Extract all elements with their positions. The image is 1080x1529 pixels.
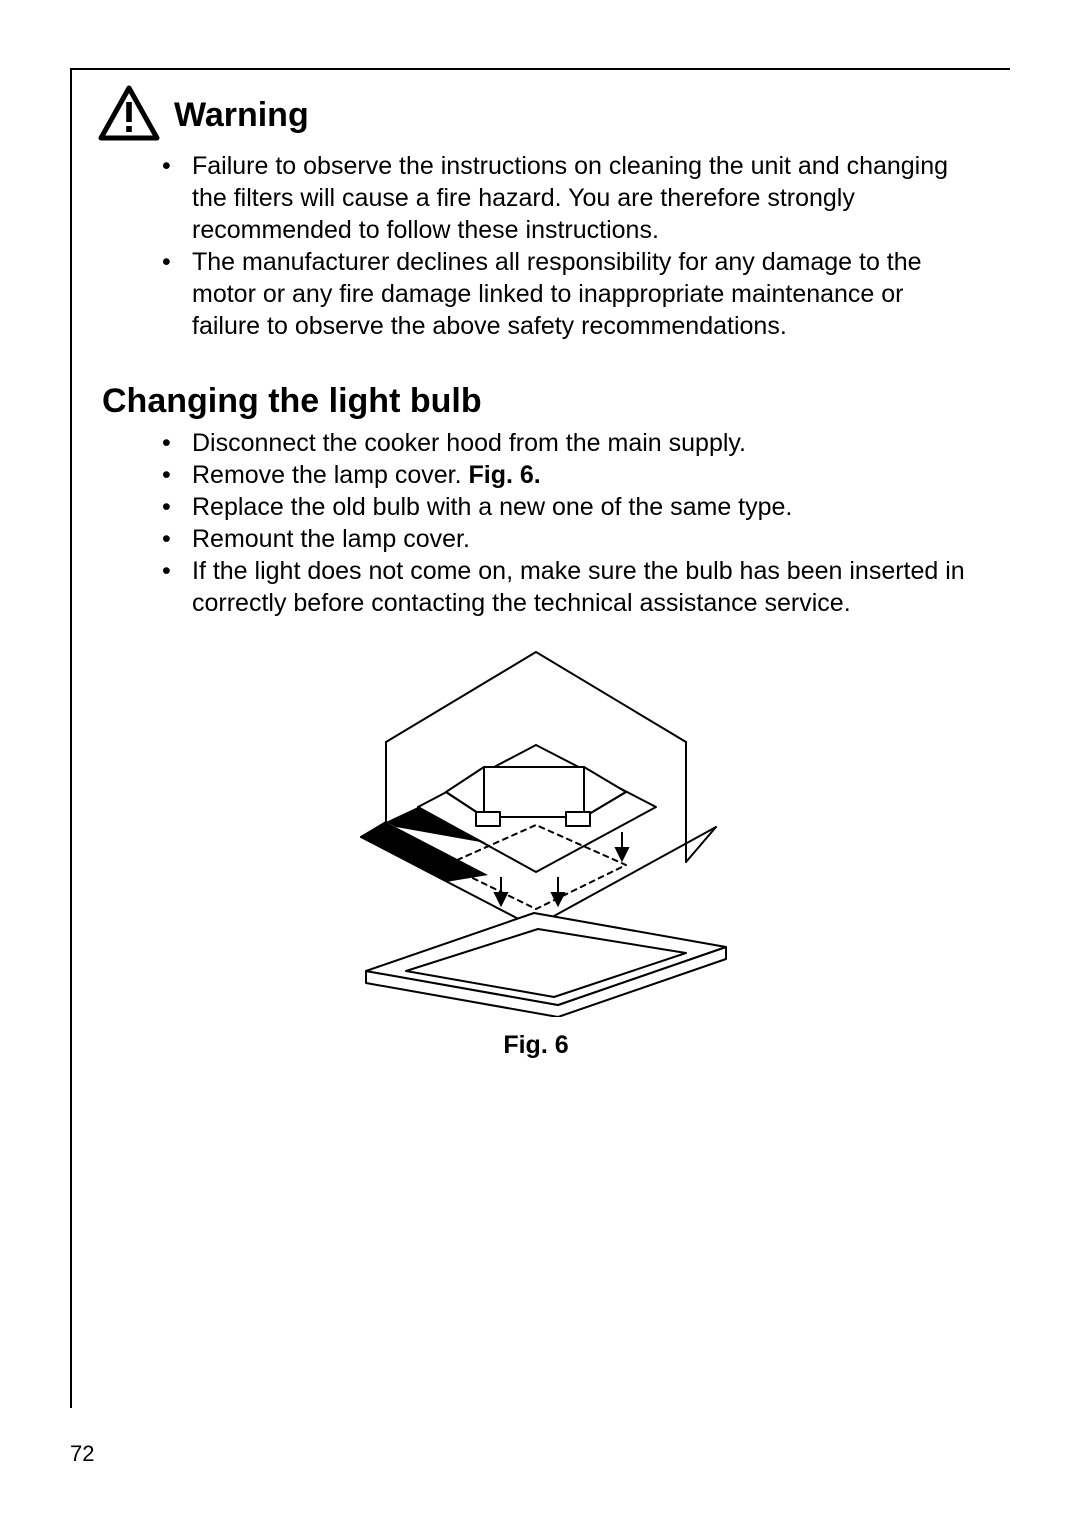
page-number: 72	[70, 1441, 94, 1467]
section-bullet: Disconnect the cooker hood from the main…	[162, 427, 970, 459]
section-title: Changing the light bulb	[102, 382, 970, 421]
warning-title: Warning	[174, 96, 309, 135]
warning-header: Warning	[98, 85, 970, 146]
section-bullet: If the light does not come on, make sure…	[162, 555, 970, 619]
section-bullet: Remount the lamp cover.	[162, 523, 970, 555]
figure-6: Fig. 6	[102, 647, 970, 1060]
section-bullet-list: Disconnect the cooker hood from the main…	[102, 427, 970, 619]
section-bullet: Replace the old bulb with a new one of t…	[162, 491, 970, 523]
page-content: Warning Failure to observe the instructi…	[72, 85, 1010, 1060]
warning-icon	[98, 85, 160, 146]
warning-bullet: Failure to observe the instructions on c…	[162, 150, 970, 246]
bullet-fig-ref: Fig. 6.	[469, 461, 541, 489]
page-frame: Warning Failure to observe the instructi…	[70, 68, 1010, 1408]
warning-bullet: The manufacturer declines all responsibi…	[162, 246, 970, 342]
section-bullet: Remove the lamp cover. Fig. 6.	[162, 459, 970, 491]
warning-bullet-list: Failure to observe the instructions on c…	[102, 150, 970, 342]
figure-6-diagram	[326, 647, 746, 1017]
bullet-text: Remove the lamp cover.	[192, 461, 469, 489]
figure-caption: Fig. 6	[102, 1031, 970, 1060]
